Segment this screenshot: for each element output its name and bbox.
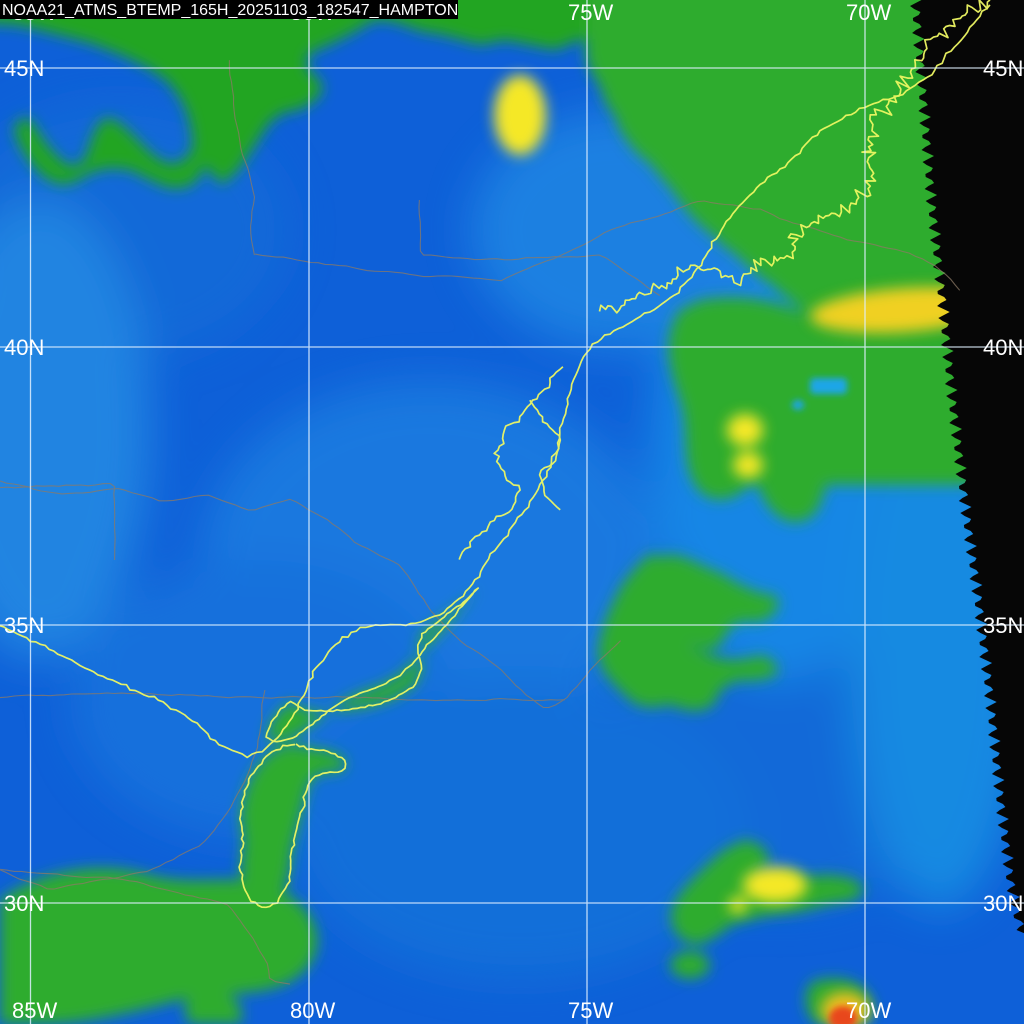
svg-text:70W: 70W xyxy=(846,0,891,25)
svg-text:75W: 75W xyxy=(568,0,613,25)
svg-text:40N: 40N xyxy=(983,335,1023,360)
svg-text:30N: 30N xyxy=(983,891,1023,916)
svg-text:80W: 80W xyxy=(290,998,335,1023)
svg-text:30N: 30N xyxy=(4,891,44,916)
svg-text:35N: 35N xyxy=(4,613,44,638)
svg-text:35N: 35N xyxy=(983,613,1023,638)
svg-text:75W: 75W xyxy=(568,998,613,1023)
svg-text:40N: 40N xyxy=(4,335,44,360)
svg-text:NOAA21_ATMS_BTEMP_165H_2025110: NOAA21_ATMS_BTEMP_165H_20251103_182547_H… xyxy=(2,2,458,19)
svg-text:85W: 85W xyxy=(12,998,57,1023)
svg-text:70W: 70W xyxy=(846,998,891,1023)
svg-text:45N: 45N xyxy=(4,56,44,81)
svg-text:45N: 45N xyxy=(983,56,1023,81)
